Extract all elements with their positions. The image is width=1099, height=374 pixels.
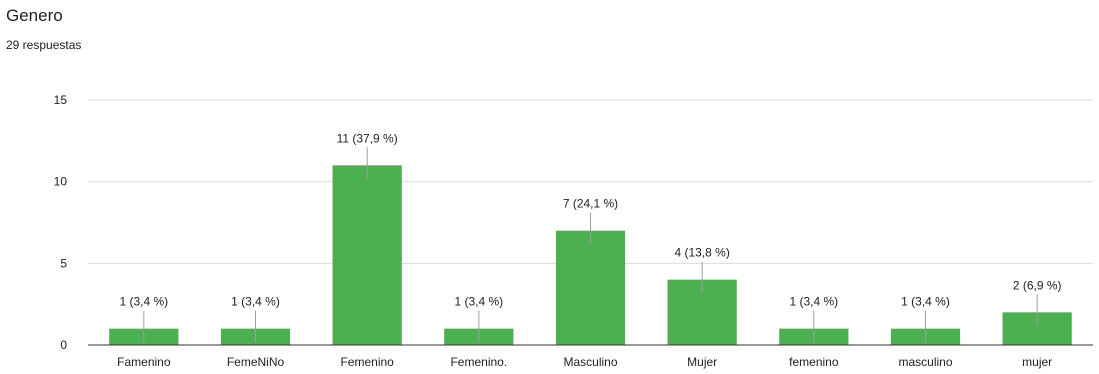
x-tick-label: mujer [1022,355,1052,369]
data-label: 7 (24,1 %) [563,197,618,211]
response-count: 29 respuestas [6,38,82,52]
bar [332,165,402,345]
x-tick-label: Mujer [687,355,717,369]
x-tick-label: Famenino [117,355,171,369]
chart-title: Genero [6,6,63,25]
data-label: 11 (37,9 %) [337,131,398,145]
y-axis-ticks: 0 5 10 15 [54,93,68,352]
data-label: 1 (3,4 %) [901,295,950,309]
x-tick-label: femenino [789,355,839,369]
data-label: 1 (3,4 %) [119,295,168,309]
y-tick-label: 5 [60,256,67,270]
x-axis-labels: Famenino FemeNiNo Femenino Femenino. Masculi… [117,355,1052,369]
bar [555,230,626,345]
data-label: 2 (6,9 %) [1013,278,1062,292]
data-label: 1 (3,4 %) [231,295,280,309]
y-tick-label: 10 [54,175,68,189]
y-tick-label: 15 [54,93,68,107]
data-label: 1 (3,4 %) [454,295,503,309]
x-tick-label: Masculino [563,355,617,369]
y-tick-label: 0 [60,338,67,352]
data-label: 4 (13,8 %) [674,246,729,260]
data-label: 1 (3,4 %) [789,295,838,309]
x-tick-label: Femenino [340,355,394,369]
x-tick-label: masculino [898,355,952,369]
bars: 1 (3,4 %) 1 (3,4 %) 11 (37,9 %) 1 (3,4 %) 7 … [109,131,1072,345]
x-tick-label: FemeNiNo [227,355,285,369]
x-tick-label: Femenino. [450,355,507,369]
